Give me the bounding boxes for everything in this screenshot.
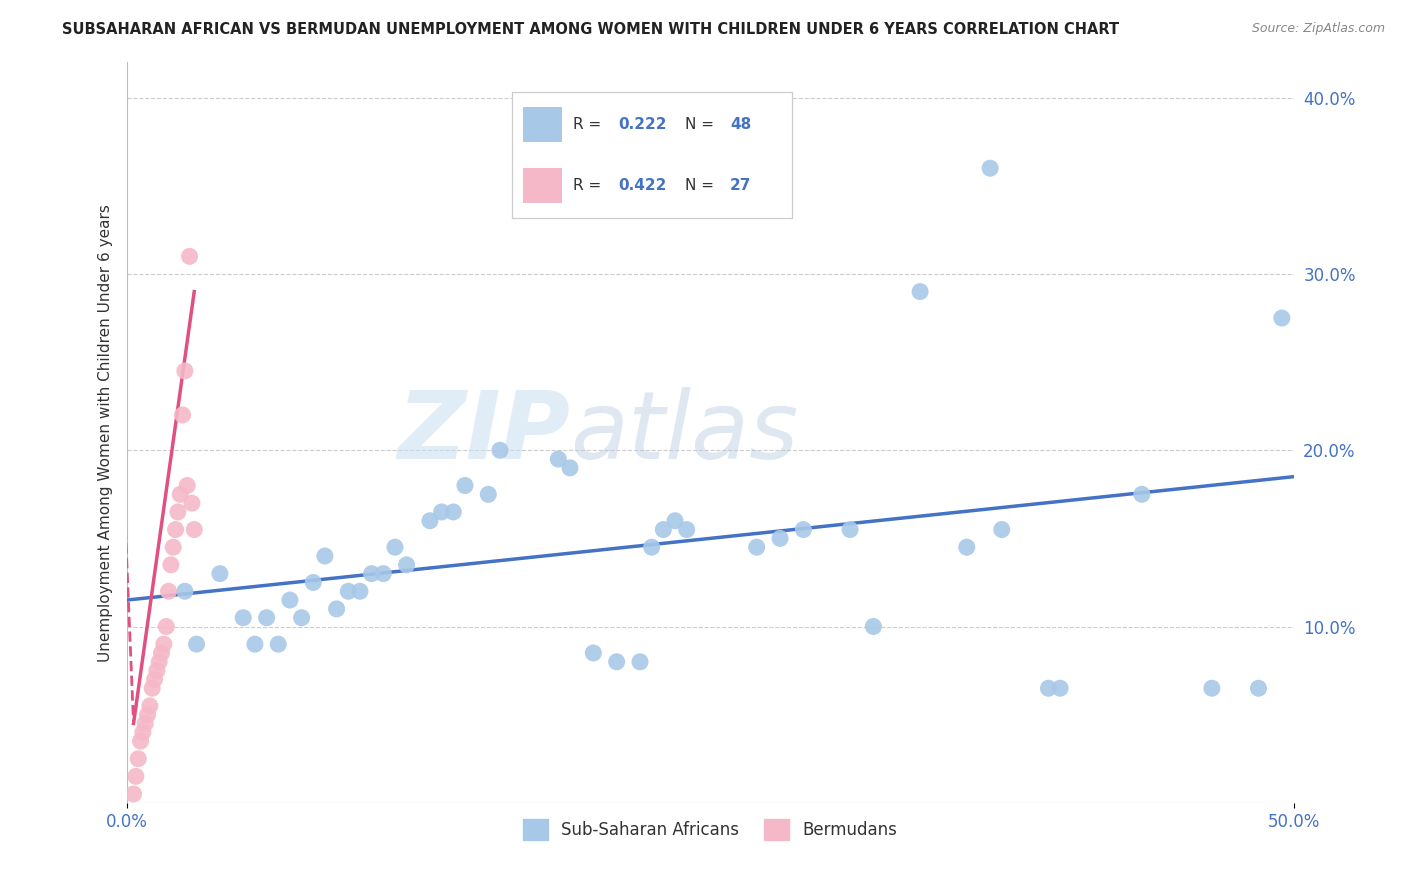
Point	[792, 523, 814, 537]
Point	[176, 478, 198, 492]
Point	[160, 558, 183, 572]
Point	[558, 461, 581, 475]
Text: atlas: atlas	[569, 387, 799, 478]
Point	[162, 540, 184, 554]
Point	[373, 566, 395, 581]
Point	[256, 610, 278, 624]
Point	[325, 602, 347, 616]
Point	[1271, 311, 1294, 326]
Point	[155, 619, 177, 633]
Point	[146, 664, 169, 678]
Point	[143, 673, 166, 687]
Point	[165, 523, 187, 537]
Point	[179, 249, 201, 263]
Point	[153, 637, 176, 651]
Point	[454, 478, 477, 492]
Point	[208, 566, 231, 581]
Point	[360, 566, 382, 581]
Point	[267, 637, 290, 651]
Point	[547, 452, 569, 467]
Point	[174, 584, 197, 599]
Point	[441, 505, 464, 519]
Point	[129, 734, 152, 748]
Point	[1201, 681, 1223, 696]
Point	[1049, 681, 1071, 696]
Point	[862, 619, 884, 633]
Point	[139, 698, 162, 713]
Text: Source: ZipAtlas.com: Source: ZipAtlas.com	[1251, 22, 1385, 36]
Point	[908, 285, 931, 299]
Point	[125, 769, 148, 783]
Point	[314, 549, 336, 563]
Point	[628, 655, 651, 669]
Point	[477, 487, 499, 501]
Point	[652, 523, 675, 537]
Point	[395, 558, 418, 572]
Point	[174, 364, 197, 378]
Point	[150, 646, 173, 660]
Point	[956, 540, 979, 554]
Point	[172, 408, 194, 422]
Point	[337, 584, 360, 599]
Text: ZIP: ZIP	[396, 386, 569, 479]
Point	[979, 161, 1001, 176]
Point	[290, 610, 312, 624]
Point	[183, 523, 205, 537]
Point	[839, 523, 862, 537]
Point	[664, 514, 686, 528]
Point	[186, 637, 208, 651]
Point	[278, 593, 301, 607]
Point	[1130, 487, 1153, 501]
Point	[349, 584, 371, 599]
Point	[990, 523, 1012, 537]
Point	[127, 752, 149, 766]
Point	[1247, 681, 1270, 696]
Point	[134, 716, 156, 731]
Point	[745, 540, 768, 554]
Point	[489, 443, 512, 458]
Point	[769, 532, 792, 546]
Point	[582, 646, 605, 660]
Legend: Sub-Saharan Africans, Bermudans: Sub-Saharan Africans, Bermudans	[516, 813, 904, 847]
Point	[132, 725, 155, 739]
Point	[606, 655, 628, 669]
Point	[169, 487, 191, 501]
Point	[1038, 681, 1060, 696]
Point	[180, 496, 202, 510]
Point	[167, 505, 190, 519]
Point	[384, 540, 406, 554]
Point	[243, 637, 266, 651]
Point	[148, 655, 170, 669]
Y-axis label: Unemployment Among Women with Children Under 6 years: Unemployment Among Women with Children U…	[97, 203, 112, 662]
Point	[302, 575, 325, 590]
Point	[122, 787, 145, 801]
Point	[675, 523, 697, 537]
Text: SUBSAHARAN AFRICAN VS BERMUDAN UNEMPLOYMENT AMONG WOMEN WITH CHILDREN UNDER 6 YE: SUBSAHARAN AFRICAN VS BERMUDAN UNEMPLOYM…	[62, 22, 1119, 37]
Point	[141, 681, 163, 696]
Point	[136, 707, 159, 722]
Point	[419, 514, 441, 528]
Point	[157, 584, 180, 599]
Point	[430, 505, 453, 519]
Point	[232, 610, 254, 624]
Point	[641, 540, 664, 554]
